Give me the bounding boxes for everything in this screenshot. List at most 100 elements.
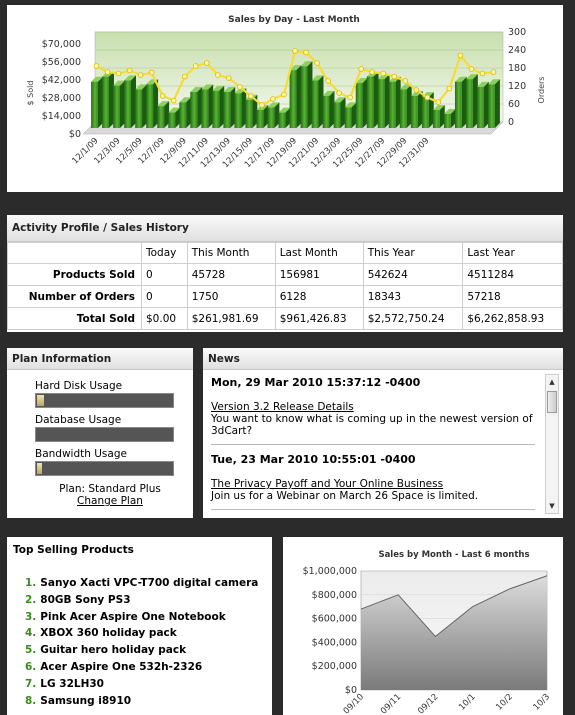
list-item[interactable]: 3. Pink Acer Aspire One Notebook [25,610,226,623]
scroll-up-icon[interactable]: ▲ [549,378,555,386]
bar[interactable] [432,110,440,128]
news-link[interactable]: The Privacy Payoff and Your Online Busin… [211,478,444,490]
orders-point[interactable] [170,97,177,104]
bar[interactable] [333,102,341,128]
orders-point[interactable] [104,69,111,75]
bar[interactable] [454,81,462,128]
orders-point[interactable] [215,72,221,78]
orders-point[interactable] [325,78,331,84]
x-tick-label: 10/2 [494,692,515,713]
orders-point[interactable] [358,66,364,72]
bar[interactable] [300,66,308,128]
orders-point[interactable] [270,96,276,102]
orders-point[interactable] [281,91,287,98]
bar[interactable] [124,80,132,128]
bar[interactable] [179,102,187,128]
orders-point[interactable] [446,85,453,92]
list-item[interactable]: 4. XBOX 360 holiday pack [25,627,177,640]
orders-point[interactable] [259,102,265,108]
orders-point[interactable] [391,73,398,80]
bar[interactable] [168,112,176,128]
list-item[interactable]: 1. Sanyo Xacti VPC-T700 digital camera [25,577,259,589]
orders-point[interactable] [159,93,166,99]
bar-top [157,101,170,107]
bar-side [175,107,181,128]
orders-point[interactable] [347,94,353,101]
bar[interactable] [146,84,154,128]
orders-point[interactable] [115,70,122,77]
bar[interactable] [234,93,242,128]
orders-point[interactable] [468,66,475,72]
orders-point[interactable] [479,70,486,77]
orders-point[interactable] [424,94,431,101]
orders-point[interactable] [402,78,409,84]
hard-disk-usage-fill [37,395,44,406]
news-scrollbar[interactable]: ▲ ▼ [545,374,559,514]
orders-point[interactable] [435,99,442,105]
orders-point[interactable] [148,69,155,76]
orders-point[interactable] [413,87,420,93]
orders-point[interactable] [93,63,100,69]
bar[interactable] [388,81,396,128]
bar-side [439,105,445,128]
list-item[interactable]: 5. Guitar hero holiday pack [25,644,187,657]
orders-point[interactable] [248,93,254,99]
y-tick-label: $0 [69,129,81,140]
change-plan-link[interactable]: Change Plan [77,495,143,507]
orders-point[interactable] [303,49,309,56]
orders-point[interactable] [314,60,320,66]
bar[interactable] [399,89,407,128]
orders-point[interactable] [490,69,497,75]
bandwidth-usage-label: Bandwidth Usage [35,448,127,460]
orders-point[interactable] [226,75,232,81]
scroll-down-icon[interactable]: ▼ [549,502,555,510]
orders-point[interactable] [137,72,144,78]
bar[interactable] [322,95,330,128]
bar[interactable] [488,84,495,128]
orders-point[interactable] [181,73,188,80]
bar[interactable] [113,85,120,128]
orders-point[interactable] [203,60,210,66]
orders-point[interactable] [369,69,375,75]
bar-top [355,78,368,83]
orders-point[interactable] [126,67,133,74]
orders-point[interactable] [336,90,342,96]
bar[interactable] [212,90,220,128]
bar[interactable] [201,89,209,128]
scrollbar-thumb[interactable] [547,391,557,413]
orders-point[interactable] [192,63,199,69]
bar[interactable] [366,76,374,128]
bar[interactable] [267,107,275,128]
table-cell: 57218 [462,285,563,308]
bar[interactable] [102,76,109,128]
bar[interactable] [344,107,352,128]
bar[interactable] [410,95,418,128]
list-item[interactable]: 8. Samsung i8910 [25,694,132,707]
orders-point[interactable] [380,70,387,77]
sales-by-day-title: Sales by Day - Last Month [228,15,360,25]
news-link[interactable]: Version 3.2 Release Details [211,401,354,413]
list-item[interactable]: 2. 80GB Sony PS3 [25,593,131,606]
list-item[interactable]: 6. Acer Aspire One 532h-2326 [25,660,203,673]
orders-point[interactable] [457,52,464,59]
bar[interactable] [135,89,143,128]
bar[interactable] [256,110,264,128]
bar[interactable] [477,86,484,128]
bar[interactable] [91,81,98,128]
orders-point[interactable] [292,48,298,54]
bar[interactable] [355,83,363,128]
bar[interactable] [245,99,253,128]
bar[interactable] [421,97,429,128]
bar[interactable] [223,92,231,128]
bar[interactable] [289,70,297,128]
bar[interactable] [443,113,451,128]
list-item[interactable]: 7. LG 32LH30 [25,677,104,690]
bar[interactable] [278,112,286,128]
bar[interactable] [377,79,385,128]
news-item: Tue, 23 Mar 2010 10:55:01 -0400 The Priv… [211,453,535,510]
bar[interactable] [157,106,165,128]
orders-point[interactable] [237,84,243,90]
bar[interactable] [466,79,473,128]
bar[interactable] [311,80,319,128]
bar[interactable] [190,92,198,128]
